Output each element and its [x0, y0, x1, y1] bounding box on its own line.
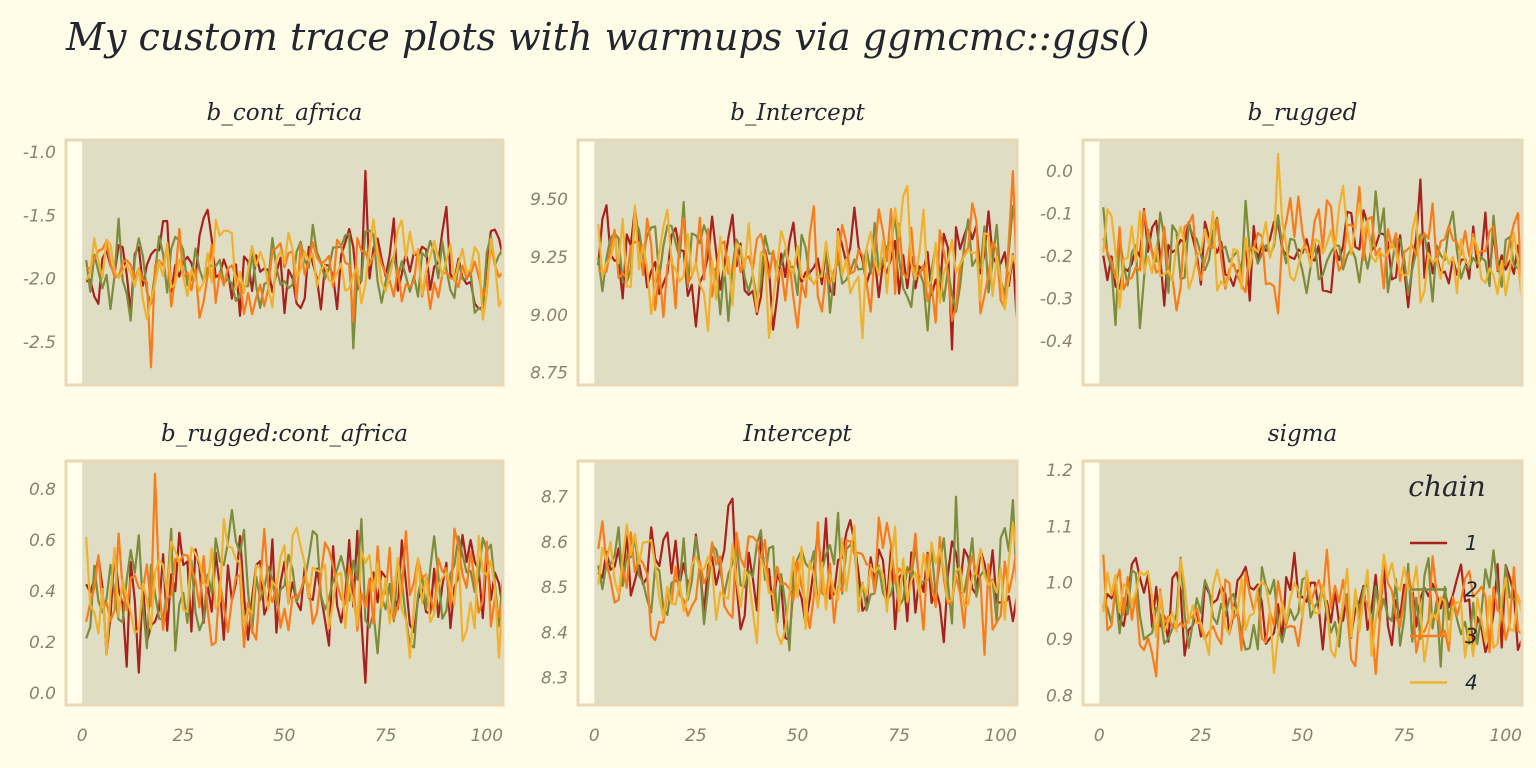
warmup-region — [1084, 141, 1100, 384]
y-tick-label: 8.7 — [541, 488, 568, 508]
panel-b_cont_africa: b_cont_africa -1.0 -1.5 -2.0 -2.5 — [23, 100, 505, 387]
trace-line-chain-4 — [597, 185, 1016, 340]
x-tick-label: 0 — [1094, 726, 1105, 746]
panel-b_Intercept: b_Intercept 9.50 9.25 9.00 8.75 — [530, 100, 1019, 387]
y-tick-label: 9.00 — [530, 306, 568, 326]
y-tick-label: 1.1 — [1046, 517, 1073, 537]
legend-label-chain-1: 1 — [1465, 531, 1478, 555]
y-tick-label: 0.0 — [29, 684, 56, 704]
x-tick-label: 50 — [1292, 726, 1314, 746]
warmup-region — [579, 141, 595, 384]
x-tick-label: 50 — [274, 726, 296, 746]
y-tick-label: 0.0 — [1046, 162, 1073, 182]
x-tick-label: 100 — [1490, 726, 1522, 746]
trace-line-chain-4 — [85, 517, 502, 659]
panel-strip-title: sigma — [1268, 421, 1337, 447]
x-tick-label: 25 — [173, 726, 195, 746]
x-tick-label: 75 — [1393, 726, 1415, 746]
y-tick-label: 0.8 — [1046, 686, 1073, 706]
x-tick-label: 100 — [985, 726, 1017, 746]
panel-strip-title: b_Intercept — [730, 100, 865, 126]
legend-label-chain-4: 4 — [1465, 671, 1478, 695]
warmup-region — [1084, 462, 1100, 704]
y-tick-label: 1.0 — [1046, 574, 1073, 594]
x-tick-label: 75 — [375, 726, 397, 746]
y-tick-label: -0.1 — [1040, 204, 1073, 224]
y-tick-label: 0.9 — [1046, 630, 1073, 650]
y-tick-label: 0.2 — [29, 633, 56, 653]
y-tick-label: -0.2 — [1040, 247, 1073, 267]
panel-strip-title: b_rugged — [1248, 100, 1358, 126]
x-tick-label: 25 — [685, 726, 707, 746]
x-tick-label: 0 — [77, 726, 88, 746]
y-tick-label: -2.0 — [23, 270, 56, 290]
trace-line-chain-1 — [85, 169, 502, 317]
trace-line-chain-3 — [86, 227, 502, 369]
trace-line-chain-3 — [1102, 548, 1521, 678]
trace-line-chain-3 — [1102, 185, 1521, 315]
chart-title: My custom trace plots with warmups via g… — [65, 15, 1149, 59]
y-tick-label: 8.4 — [541, 623, 568, 643]
x-tick-label: 100 — [471, 726, 503, 746]
y-tick-label: 9.25 — [530, 248, 568, 268]
trace-line-chain-4 — [597, 521, 1016, 646]
trace-line-chain-4 — [1102, 152, 1521, 309]
legend: chain 1 2 3 4 — [1408, 470, 1485, 695]
warmup-region — [67, 141, 83, 384]
trace-line-chain-3 — [598, 170, 1016, 329]
panel-sigma: sigma 1.2 1.1 1.0 0.9 0.8 0 25 50 75 100 chain 1 2 3 4 — [1046, 421, 1524, 746]
y-tick-label: -2.5 — [23, 333, 56, 353]
legend-title: chain — [1408, 470, 1485, 503]
y-tick-label: 8.6 — [541, 533, 568, 553]
y-tick-label: -1.5 — [23, 206, 56, 226]
trace-line-chain-2 — [597, 495, 1016, 652]
y-tick-label: 1.2 — [1046, 461, 1073, 481]
x-tick-label: 75 — [888, 726, 910, 746]
panel-strip-title: b_cont_africa — [207, 100, 363, 126]
x-tick-label: 50 — [787, 726, 809, 746]
panel-Intercept: Intercept 8.7 8.6 8.5 8.4 8.3 0 25 50 75 100 — [541, 421, 1019, 746]
panel-b_rugged-cont_africa: b_rugged:cont_africa 0.8 0.6 0.4 0.2 0.0 0 25 50… — [29, 421, 505, 746]
y-tick-label: -0.3 — [1040, 289, 1073, 309]
y-tick-label: 8.75 — [530, 364, 568, 384]
trace-line-chain-2 — [85, 508, 502, 655]
y-tick-label: 0.4 — [29, 582, 56, 602]
legend-label-chain-3: 3 — [1465, 624, 1478, 648]
panel-strip-title: Intercept — [742, 421, 852, 447]
panel-b_rugged: b_rugged 0.0 -0.1 -0.2 -0.3 -0.4 — [1040, 100, 1524, 387]
warmup-region — [67, 462, 83, 704]
x-tick-label: 25 — [1190, 726, 1212, 746]
y-tick-label: 8.5 — [541, 578, 568, 598]
trace-line-chain-4 — [1102, 553, 1521, 675]
trace-line-chain-3 — [85, 472, 502, 649]
y-tick-label: -0.4 — [1040, 332, 1073, 352]
x-tick-label: 0 — [589, 726, 600, 746]
y-tick-label: -1.0 — [23, 143, 56, 163]
y-tick-label: 9.50 — [530, 190, 568, 210]
y-tick-label: 0.8 — [29, 480, 56, 500]
y-tick-label: 0.6 — [29, 531, 56, 551]
y-tick-label: 8.3 — [541, 668, 568, 688]
trace-line-chain-4 — [85, 218, 502, 321]
warmup-region — [579, 462, 595, 704]
legend-label-chain-2: 2 — [1465, 578, 1478, 602]
panel-strip-title: b_rugged:cont_africa — [161, 421, 408, 447]
